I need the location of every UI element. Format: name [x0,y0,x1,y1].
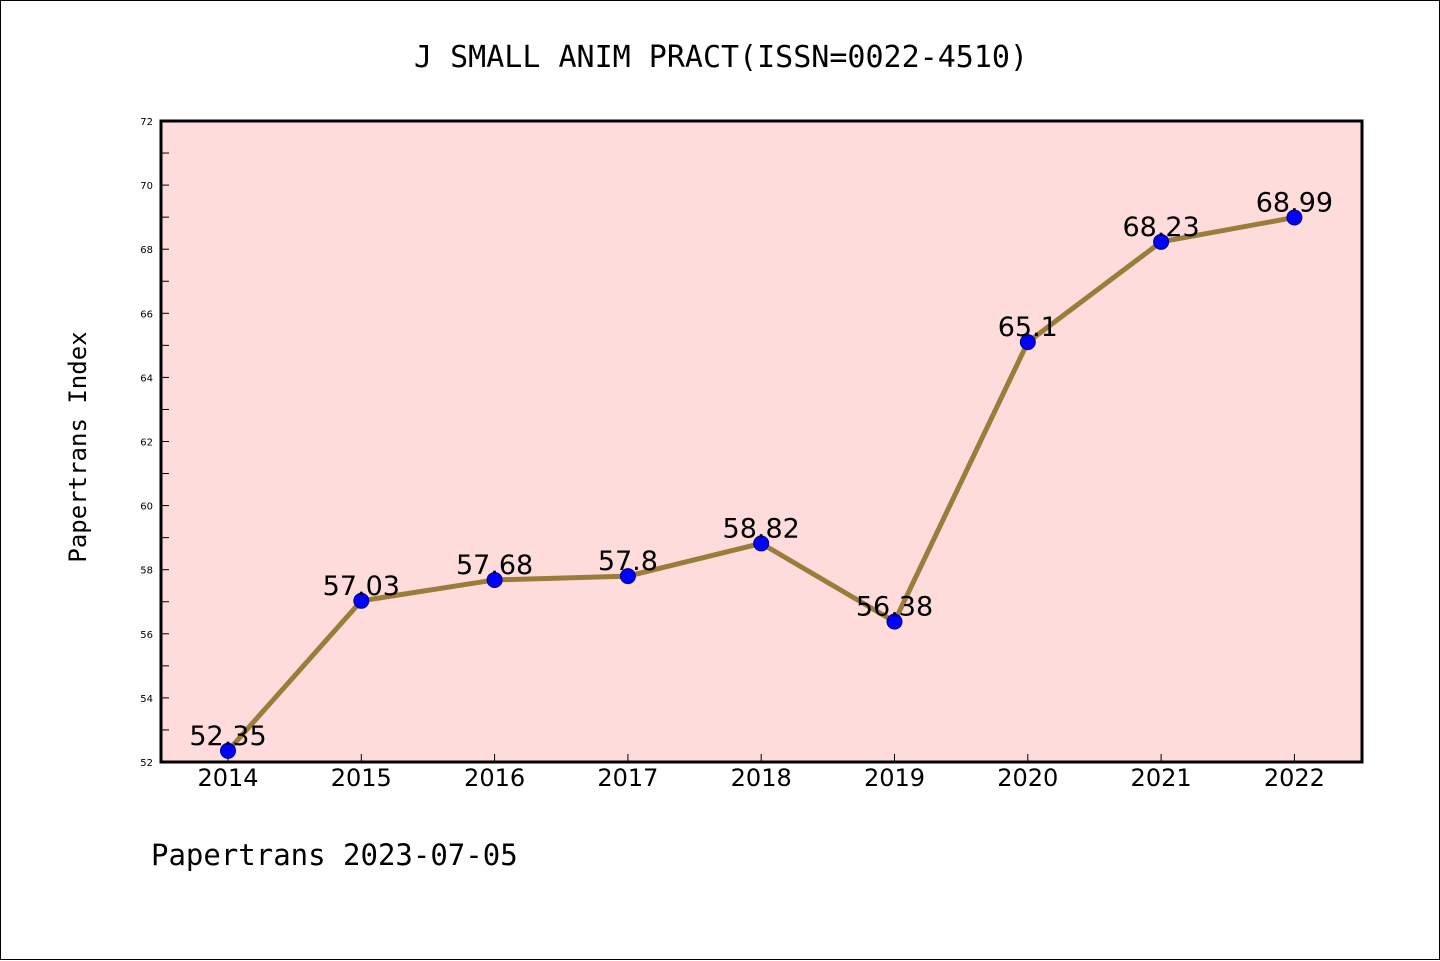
data-label: 58.82 [723,513,800,544]
data-label: 56.38 [856,592,933,623]
plot-border [159,119,1364,764]
x-tick-label: 2022 [1264,764,1325,792]
x-tick-label: 2019 [864,764,925,792]
data-point [1286,209,1303,226]
x-tick-label: 2014 [197,764,258,792]
data-point [619,568,636,585]
x-axis: 2014 2015 2016 2017 2018 2019 2020 2021 2022 [197,754,1325,792]
data-label: 68.23 [1122,212,1199,243]
data-label: 57.8 [598,546,658,577]
data-label: 68.99 [1256,187,1333,218]
y-tick-label: 60 [140,502,153,513]
plot-area [161,121,1362,762]
y-tick-label: 52 [140,758,153,769]
y-tick-label: 64 [140,373,153,384]
x-tick-label: 2017 [597,764,658,792]
footer-date: Papertrans 2023-07-05 [151,838,518,872]
x-tick-label: 2021 [1131,764,1192,792]
data-point [486,571,503,588]
data-label: 65.1 [998,312,1058,343]
y-tick-label: 56 [140,630,153,641]
data-labels: 52.35 57.03 57.68 57.8 58.82 56.38 65.1 68.23 68… [189,187,1333,751]
y-tick-label: 58 [140,566,153,577]
markers [220,209,1303,759]
y-tick-label: 66 [140,309,153,320]
data-point [220,742,236,759]
data-point [1153,233,1170,250]
y-tick-label: 68 [140,245,153,256]
data-label: 52.35 [189,721,266,752]
data-point [353,592,370,609]
y-axis-label: Papertrans Index [64,331,92,562]
data-label: 57.68 [456,550,533,581]
x-tick-label: 2015 [331,764,392,792]
x-tick-label: 2016 [464,764,525,792]
y-tick-label: 72 [140,117,153,128]
y-tick-label: 62 [140,438,153,449]
x-tick-label: 2018 [731,764,792,792]
y-tick-label: 70 [140,181,153,192]
x-tick-label: 2020 [997,764,1058,792]
y-tick-label: 54 [140,694,153,705]
data-point [753,535,770,552]
data-point [1019,334,1036,351]
chart-title: J SMALL ANIM PRACT(ISSN=0022-4510) [414,40,1028,75]
data-point [886,613,903,630]
data-label: 57.03 [323,571,400,602]
